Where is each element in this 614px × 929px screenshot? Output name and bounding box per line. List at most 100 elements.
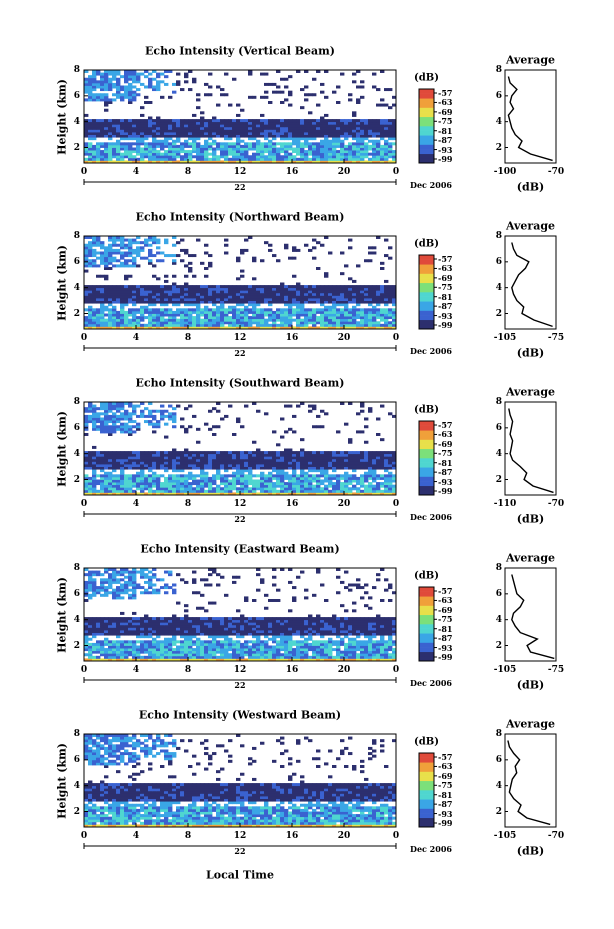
- heatmap-cell: [164, 295, 169, 299]
- heatmap-cell: [324, 469, 329, 473]
- heatmap-cell: [272, 456, 277, 460]
- heatmap-cell: [280, 295, 285, 299]
- heatmap-cell: [228, 129, 233, 133]
- heatmap-cell: [208, 645, 213, 649]
- heatmap-cell: [372, 251, 377, 255]
- heatmap-cell: [252, 295, 257, 299]
- heatmap-cell: [328, 456, 333, 460]
- heatmap-cell: [292, 489, 297, 493]
- heatmap-cell: [144, 645, 149, 649]
- heatmap-cell: [160, 326, 165, 330]
- heatmap-cell: [308, 484, 313, 488]
- heatmap-cell: [384, 648, 389, 652]
- heatmap-cell: [380, 98, 385, 102]
- heatmap-cell: [132, 264, 137, 268]
- heatmap-cell: [300, 466, 305, 470]
- heatmap-cell: [156, 648, 161, 652]
- heatmap-cell: [200, 116, 205, 120]
- heatmap-cell: [348, 482, 353, 486]
- heatmap-cell: [200, 655, 205, 659]
- colorbar-segment: [419, 126, 434, 131]
- heatmap-cell: [228, 300, 233, 304]
- heatmap-cell: [188, 292, 193, 296]
- heatmap-cell: [92, 417, 97, 421]
- heatmap-cell: [340, 451, 345, 455]
- heatmap-cell: [216, 298, 221, 301]
- heatmap-cell: [144, 305, 149, 309]
- heatmap-cell: [300, 142, 305, 146]
- heatmap-cell: [380, 285, 385, 289]
- heatmap-cell: [388, 129, 393, 133]
- heatmap-cell: [360, 404, 365, 408]
- heatmap-cell: [296, 476, 301, 480]
- heatmap-cell: [320, 290, 325, 294]
- heatmap-cell: [168, 157, 173, 161]
- heatmap-cell: [380, 476, 385, 480]
- heatmap-cell: [112, 484, 117, 488]
- heatmap-cell: [192, 303, 197, 307]
- heatmap-cell: [316, 318, 321, 322]
- heatmap-cell: [260, 132, 265, 135]
- heatmap-cell: [84, 476, 89, 480]
- heatmap-cell: [324, 655, 329, 659]
- heatmap-cell: [200, 642, 205, 646]
- heatmap-cell: [340, 160, 345, 164]
- heatmap-cell: [204, 82, 209, 86]
- heatmap-cell: [304, 155, 309, 159]
- heatmap-cell: [96, 85, 101, 89]
- heatmap-cell: [300, 150, 305, 154]
- heatmap-cell: [248, 126, 253, 130]
- heatmap-cell: [376, 298, 381, 301]
- heatmap-cell: [208, 318, 213, 322]
- heatmap-cell: [316, 134, 321, 138]
- heatmap-cell: [212, 453, 217, 457]
- heatmap-cell: [336, 295, 341, 299]
- heatmap-cell: [388, 326, 393, 330]
- heatmap-cell: [328, 129, 333, 133]
- heatmap-cell: [392, 134, 397, 138]
- heatmap-cell: [128, 648, 133, 652]
- heatmap-cell: [288, 655, 293, 659]
- heatmap-cell: [264, 648, 269, 652]
- heatmap-cell: [104, 326, 109, 330]
- heatmap-cell: [232, 313, 237, 317]
- heatmap-cell: [392, 295, 397, 299]
- heatmap-cell: [244, 323, 249, 327]
- heatmap-cell: [380, 160, 385, 164]
- heatmap-cell: [312, 655, 317, 659]
- heatmap-cell: [156, 310, 161, 314]
- heatmap-cell: [312, 489, 317, 493]
- heatmap-cell: [104, 70, 109, 73]
- heatmap-cell: [360, 134, 365, 138]
- heatmap-cell: [100, 316, 105, 320]
- heatmap-cell: [116, 326, 121, 330]
- heatmap-cell: [104, 466, 109, 470]
- heatmap-cell: [112, 147, 117, 151]
- heatmap-cell: [204, 489, 209, 493]
- heatmap-cell: [272, 124, 277, 128]
- heatmap-cell: [324, 113, 329, 117]
- heatmap-cell: [320, 147, 325, 151]
- heatmap-cell: [320, 471, 325, 475]
- heatmap-cell: [308, 453, 313, 457]
- heatmap-cell: [272, 316, 277, 320]
- heatmap-cell: [152, 147, 157, 151]
- heatmap-cell: [120, 129, 125, 133]
- heatmap-cell: [192, 295, 197, 299]
- heatmap-cell: [336, 121, 341, 125]
- heatmap-cell: [292, 290, 297, 294]
- heatmap-cell: [112, 655, 117, 659]
- heatmap-cell: [124, 461, 129, 465]
- heatmap-cell: [136, 466, 141, 470]
- heatmap-cell: [152, 409, 157, 413]
- heatmap-cell: [84, 157, 89, 161]
- heatmap-cell: [356, 298, 361, 301]
- heatmap-cell: [132, 407, 137, 411]
- heatmap-cell: [240, 310, 245, 314]
- heatmap-cell: [200, 310, 205, 314]
- heatmap-cell: [308, 492, 313, 496]
- heatmap-cell: [112, 72, 117, 76]
- heatmap-cell: [124, 326, 129, 330]
- heatmap-cell: [116, 126, 121, 130]
